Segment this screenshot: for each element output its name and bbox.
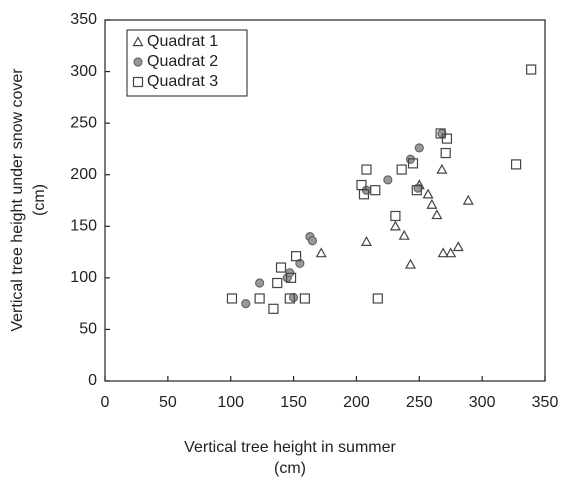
- y-tick-label: 250: [70, 114, 97, 131]
- point: [299, 293, 310, 304]
- point: [411, 185, 422, 196]
- legend-box: [126, 29, 248, 97]
- point: [462, 194, 474, 205]
- point: [526, 64, 537, 75]
- point: [436, 163, 448, 174]
- point: [404, 258, 417, 269]
- point: [361, 164, 372, 175]
- y-tick-label: 150: [70, 218, 97, 235]
- point: [241, 299, 251, 309]
- legend-marker: [132, 36, 144, 47]
- y-axis-label: Vertical tree height under snow cover: [9, 68, 26, 332]
- x-axis-label: Vertical tree height in summer: [184, 439, 396, 456]
- x-axis-label: (cm): [274, 460, 306, 477]
- legend-marker: [132, 76, 144, 88]
- point: [360, 236, 373, 246]
- legend-label: Quadrat 1: [147, 33, 218, 50]
- point: [407, 158, 419, 169]
- x-tick-label: 50: [159, 394, 177, 411]
- point: [275, 262, 287, 273]
- point: [435, 128, 446, 139]
- point: [285, 272, 297, 283]
- x-tick-label: 0: [101, 394, 110, 411]
- point: [255, 278, 265, 288]
- point: [290, 251, 302, 262]
- x-tick-label: 200: [343, 394, 370, 411]
- x-tick-label: 250: [406, 394, 433, 411]
- y-tick-label: 350: [70, 11, 97, 28]
- point: [315, 247, 327, 258]
- x-tick-label: 350: [532, 394, 559, 411]
- y-tick-label: 200: [70, 166, 97, 183]
- point: [288, 292, 299, 303]
- point: [370, 185, 381, 196]
- legend-marker: [133, 57, 143, 67]
- point: [389, 220, 401, 231]
- x-tick-label: 150: [280, 394, 307, 411]
- point: [285, 268, 295, 278]
- point: [431, 209, 443, 220]
- point: [510, 159, 522, 170]
- point: [268, 303, 279, 314]
- point: [440, 147, 451, 159]
- point: [396, 164, 407, 175]
- point: [272, 277, 283, 289]
- point: [254, 293, 265, 304]
- point: [307, 236, 318, 246]
- point: [445, 247, 457, 258]
- point: [295, 258, 305, 269]
- legend-label: Quadrat 3: [147, 73, 218, 90]
- point: [414, 143, 424, 153]
- y-tick-label: 300: [70, 63, 97, 80]
- point: [372, 293, 383, 304]
- y-tick-label: 0: [88, 372, 97, 389]
- point: [452, 241, 464, 252]
- x-tick-label: 100: [217, 394, 244, 411]
- legend-label: Quadrat 2: [147, 53, 218, 70]
- point: [284, 293, 295, 304]
- x-tick-label: 300: [469, 394, 496, 411]
- point: [422, 188, 434, 199]
- point: [441, 133, 453, 144]
- y-tick-label: 50: [79, 321, 97, 338]
- y-tick-label: 100: [70, 269, 97, 286]
- point: [358, 189, 370, 200]
- point: [437, 247, 449, 258]
- point: [383, 175, 393, 185]
- y-axis-label: (cm): [31, 184, 48, 216]
- point: [390, 210, 401, 222]
- point: [426, 198, 438, 209]
- point: [398, 229, 410, 240]
- point: [226, 293, 238, 304]
- plot-frame: [104, 19, 546, 382]
